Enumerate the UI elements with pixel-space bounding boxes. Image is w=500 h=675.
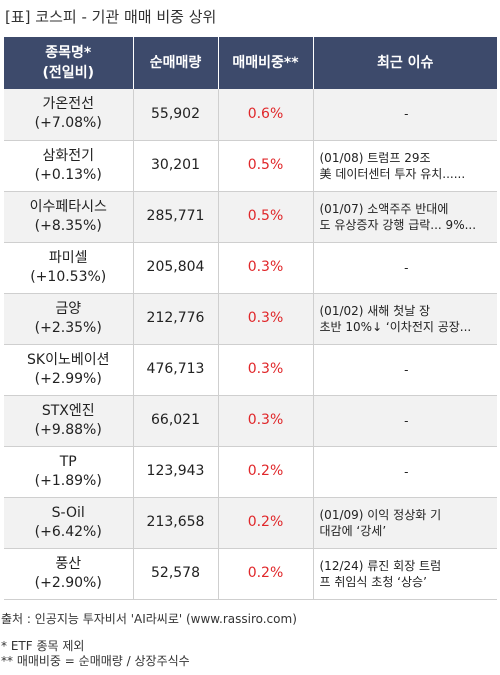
recent-issue: - [312, 395, 497, 447]
source-note: 출처 : 인공지능 투자비서 'AI라씨로' (www.rassiro.com) [1, 612, 297, 626]
price-change: (+2.35%) [34, 319, 102, 336]
net-volume: 476,713 [132, 344, 218, 396]
trading-ratio: 0.2% [217, 497, 313, 549]
recent-issue: (01/02) 새해 첫날 장 초반 10%↓ ‘이차전지 공장... [312, 293, 497, 345]
footnote-ratio: ** 매매비중 = 순매매량 / 상장주식수 [1, 654, 190, 668]
recent-issue: (01/09) 이익 정상화 기 대감에 ‘강세’ [312, 497, 497, 549]
price-change: (+6.42%) [34, 523, 102, 540]
price-change: (+2.99%) [34, 370, 102, 387]
header-ratio: 매매비중** [217, 37, 313, 89]
table-row: SK이노베이션 (+2.99%) 476,713 0.3% - [4, 344, 497, 396]
price-change: (+10.53%) [30, 268, 107, 285]
net-volume: 30,201 [132, 140, 218, 192]
recent-issue: (12/24) 류진 회장 트럼 프 취임식 초청 ‘상승’ [312, 548, 497, 600]
trading-ratio: 0.3% [217, 293, 313, 345]
stock-name: 파미셀 [48, 249, 88, 266]
institution-trading-table: 종목명* (전일비) 순매매량 매매비중** 최근 이슈 가온전선 (+7.08%… [4, 37, 497, 600]
stock-cell: 이수페타시스 (+8.35%) [4, 191, 133, 243]
stock-name: 삼화전기 [42, 147, 95, 164]
recent-issue: (01/08) 트럼프 29조 美 데이터센터 투자 유치...... [312, 140, 497, 192]
table-row: TP (+1.89%) 123,943 0.2% - [4, 446, 497, 498]
header-issue: 최근 이슈 [312, 37, 497, 89]
recent-issue: - [312, 344, 497, 396]
net-volume: 212,776 [132, 293, 218, 345]
net-volume: 205,804 [132, 242, 218, 294]
stock-name: 가온전선 [42, 96, 95, 113]
trading-ratio: 0.3% [217, 395, 313, 447]
stock-cell: S-Oil (+6.42%) [4, 497, 133, 549]
stock-cell: 파미셀 (+10.53%) [4, 242, 133, 294]
price-change: (+8.35%) [34, 217, 102, 234]
table-row: 이수페타시스 (+8.35%) 285,771 0.5% (01/07) 소액주주 반대… [4, 191, 497, 243]
trading-ratio: 0.5% [217, 140, 313, 192]
recent-issue: - [312, 242, 497, 294]
trading-ratio: 0.5% [217, 191, 313, 243]
footnote-etf: * ETF 종목 제외 [1, 639, 85, 653]
table-row: 금양 (+2.35%) 212,776 0.3% (01/02) 새해 첫날 장 초반 … [4, 293, 497, 345]
stock-cell: SK이노베이션 (+2.99%) [4, 344, 133, 396]
table-row: 풍산 (+2.90%) 52,578 0.2% (12/24) 류진 회장 트럼 프 취… [4, 548, 497, 600]
price-change: (+2.90%) [34, 574, 102, 591]
net-volume: 55,902 [132, 89, 218, 141]
table-row: 삼화전기 (+0.13%) 30,201 0.5% (01/08) 트럼프 29조 美 … [4, 140, 497, 192]
net-volume: 213,658 [132, 497, 218, 549]
stock-cell: 풍산 (+2.90%) [4, 548, 133, 600]
stock-name: STX엔진 [41, 402, 95, 419]
stock-name: 금양 [55, 300, 82, 317]
header-name: 종목명* (전일비) [4, 37, 133, 89]
stock-cell: TP (+1.89%) [4, 446, 133, 498]
table-row: STX엔진 (+9.88%) 66,021 0.3% - [4, 395, 497, 447]
recent-issue: - [312, 446, 497, 498]
table-row: S-Oil (+6.42%) 213,658 0.2% (01/09) 이익 정상화 기… [4, 497, 497, 549]
price-change: (+9.88%) [34, 421, 102, 438]
stock-name: 풍산 [55, 555, 82, 572]
trading-ratio: 0.2% [217, 446, 313, 498]
trading-ratio: 0.6% [217, 89, 313, 141]
stock-cell: STX엔진 (+9.88%) [4, 395, 133, 447]
net-volume: 66,021 [132, 395, 218, 447]
stock-name: TP [59, 453, 77, 470]
stock-name: 이수페타시스 [29, 198, 107, 215]
stock-name: SK이노베이션 [27, 351, 110, 368]
net-volume: 52,578 [132, 548, 218, 600]
header-volume: 순매매량 [132, 37, 218, 89]
table-header-row: 종목명* (전일비) 순매매량 매매비중** 최근 이슈 [4, 37, 497, 89]
net-volume: 285,771 [132, 191, 218, 243]
price-change: (+7.08%) [34, 115, 102, 132]
recent-issue: (01/07) 소액주주 반대에 도 유상증자 강행 급락... 9%... [312, 191, 497, 243]
trading-ratio: 0.3% [217, 242, 313, 294]
recent-issue: - [312, 89, 497, 141]
stock-name: S-Oil [51, 504, 85, 521]
stock-cell: 삼화전기 (+0.13%) [4, 140, 133, 192]
price-change: (+0.13%) [34, 166, 102, 183]
trading-ratio: 0.3% [217, 344, 313, 396]
trading-ratio: 0.2% [217, 548, 313, 600]
net-volume: 123,943 [132, 446, 218, 498]
table-row: 가온전선 (+7.08%) 55,902 0.6% - [4, 89, 497, 141]
table-title: [표] 코스피 - 기관 매매 비중 상위 [5, 8, 217, 26]
stock-cell: 가온전선 (+7.08%) [4, 89, 133, 141]
price-change: (+1.89%) [34, 472, 102, 489]
table-row: 파미셀 (+10.53%) 205,804 0.3% - [4, 242, 497, 294]
stock-cell: 금양 (+2.35%) [4, 293, 133, 345]
